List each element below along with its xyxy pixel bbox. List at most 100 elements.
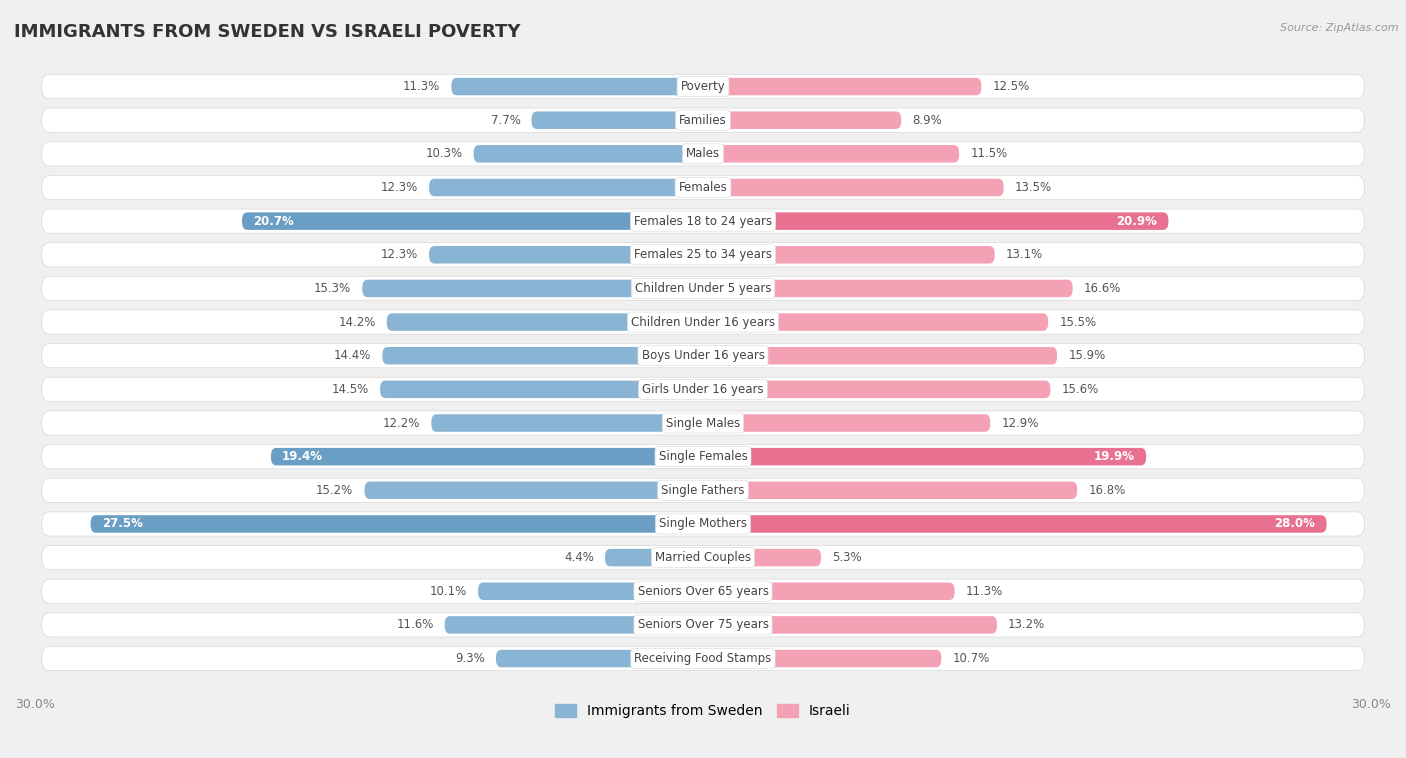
FancyBboxPatch shape <box>531 111 703 129</box>
FancyBboxPatch shape <box>42 74 1364 99</box>
FancyBboxPatch shape <box>478 582 703 600</box>
FancyBboxPatch shape <box>703 246 994 264</box>
FancyBboxPatch shape <box>703 515 1326 533</box>
Text: 19.4%: 19.4% <box>283 450 323 463</box>
FancyBboxPatch shape <box>496 650 703 667</box>
FancyBboxPatch shape <box>42 142 1364 166</box>
FancyBboxPatch shape <box>363 280 703 297</box>
Text: Females: Females <box>679 181 727 194</box>
Text: 14.5%: 14.5% <box>332 383 368 396</box>
FancyBboxPatch shape <box>474 145 703 162</box>
FancyBboxPatch shape <box>42 647 1364 671</box>
Text: 10.1%: 10.1% <box>430 584 467 598</box>
Legend: Immigrants from Sweden, Israeli: Immigrants from Sweden, Israeli <box>550 698 856 724</box>
Text: Seniors Over 75 years: Seniors Over 75 years <box>637 619 769 631</box>
Text: Boys Under 16 years: Boys Under 16 years <box>641 349 765 362</box>
FancyBboxPatch shape <box>42 478 1364 503</box>
FancyBboxPatch shape <box>42 209 1364 233</box>
Text: 27.5%: 27.5% <box>101 518 142 531</box>
Text: Families: Families <box>679 114 727 127</box>
Text: Girls Under 16 years: Girls Under 16 years <box>643 383 763 396</box>
Text: 20.9%: 20.9% <box>1116 215 1157 227</box>
Text: 15.9%: 15.9% <box>1069 349 1105 362</box>
Text: Children Under 16 years: Children Under 16 years <box>631 315 775 328</box>
Text: Married Couples: Married Couples <box>655 551 751 564</box>
FancyBboxPatch shape <box>90 515 703 533</box>
Text: Poverty: Poverty <box>681 80 725 93</box>
FancyBboxPatch shape <box>380 381 703 398</box>
Text: 7.7%: 7.7% <box>491 114 520 127</box>
Text: 15.6%: 15.6% <box>1062 383 1098 396</box>
Text: 15.2%: 15.2% <box>316 484 353 496</box>
FancyBboxPatch shape <box>42 108 1364 133</box>
Text: 12.3%: 12.3% <box>381 249 418 262</box>
FancyBboxPatch shape <box>42 411 1364 435</box>
FancyBboxPatch shape <box>703 582 955 600</box>
FancyBboxPatch shape <box>444 616 703 634</box>
FancyBboxPatch shape <box>271 448 703 465</box>
Text: 13.5%: 13.5% <box>1015 181 1052 194</box>
FancyBboxPatch shape <box>242 212 703 230</box>
Text: 16.8%: 16.8% <box>1088 484 1125 496</box>
Text: 15.5%: 15.5% <box>1059 315 1097 328</box>
FancyBboxPatch shape <box>703 78 981 96</box>
FancyBboxPatch shape <box>42 175 1364 199</box>
Text: 14.2%: 14.2% <box>339 315 375 328</box>
FancyBboxPatch shape <box>703 415 990 432</box>
Text: 13.2%: 13.2% <box>1008 619 1045 631</box>
Text: 10.3%: 10.3% <box>426 147 463 161</box>
Text: 16.6%: 16.6% <box>1084 282 1121 295</box>
FancyBboxPatch shape <box>42 310 1364 334</box>
FancyBboxPatch shape <box>42 343 1364 368</box>
Text: 11.3%: 11.3% <box>966 584 1002 598</box>
Text: Females 25 to 34 years: Females 25 to 34 years <box>634 249 772 262</box>
FancyBboxPatch shape <box>42 377 1364 402</box>
FancyBboxPatch shape <box>703 448 1146 465</box>
FancyBboxPatch shape <box>429 246 703 264</box>
FancyBboxPatch shape <box>703 212 1168 230</box>
Text: 28.0%: 28.0% <box>1274 518 1316 531</box>
FancyBboxPatch shape <box>703 145 959 162</box>
Text: IMMIGRANTS FROM SWEDEN VS ISRAELI POVERTY: IMMIGRANTS FROM SWEDEN VS ISRAELI POVERT… <box>14 23 520 41</box>
Text: Females 18 to 24 years: Females 18 to 24 years <box>634 215 772 227</box>
FancyBboxPatch shape <box>703 179 1004 196</box>
Text: Males: Males <box>686 147 720 161</box>
Text: Single Females: Single Females <box>658 450 748 463</box>
Text: 10.7%: 10.7% <box>952 652 990 665</box>
FancyBboxPatch shape <box>429 179 703 196</box>
FancyBboxPatch shape <box>42 546 1364 570</box>
FancyBboxPatch shape <box>42 277 1364 300</box>
FancyBboxPatch shape <box>382 347 703 365</box>
FancyBboxPatch shape <box>703 111 901 129</box>
FancyBboxPatch shape <box>432 415 703 432</box>
Text: 9.3%: 9.3% <box>456 652 485 665</box>
Text: 5.3%: 5.3% <box>832 551 862 564</box>
Text: 13.1%: 13.1% <box>1005 249 1043 262</box>
FancyBboxPatch shape <box>703 481 1077 499</box>
Text: Source: ZipAtlas.com: Source: ZipAtlas.com <box>1281 23 1399 33</box>
Text: 15.3%: 15.3% <box>314 282 352 295</box>
Text: 4.4%: 4.4% <box>564 551 593 564</box>
Text: 11.3%: 11.3% <box>404 80 440 93</box>
FancyBboxPatch shape <box>42 579 1364 603</box>
FancyBboxPatch shape <box>703 381 1050 398</box>
FancyBboxPatch shape <box>451 78 703 96</box>
Text: Single Fathers: Single Fathers <box>661 484 745 496</box>
Text: 11.5%: 11.5% <box>970 147 1008 161</box>
FancyBboxPatch shape <box>703 549 821 566</box>
Text: 11.6%: 11.6% <box>396 619 433 631</box>
Text: 14.4%: 14.4% <box>333 349 371 362</box>
FancyBboxPatch shape <box>42 512 1364 536</box>
FancyBboxPatch shape <box>703 280 1073 297</box>
Text: 20.7%: 20.7% <box>253 215 294 227</box>
FancyBboxPatch shape <box>387 313 703 330</box>
FancyBboxPatch shape <box>364 481 703 499</box>
Text: 8.9%: 8.9% <box>912 114 942 127</box>
FancyBboxPatch shape <box>42 243 1364 267</box>
FancyBboxPatch shape <box>42 444 1364 468</box>
FancyBboxPatch shape <box>703 347 1057 365</box>
Text: 12.5%: 12.5% <box>993 80 1029 93</box>
Text: Seniors Over 65 years: Seniors Over 65 years <box>637 584 769 598</box>
FancyBboxPatch shape <box>703 650 941 667</box>
Text: Single Mothers: Single Mothers <box>659 518 747 531</box>
